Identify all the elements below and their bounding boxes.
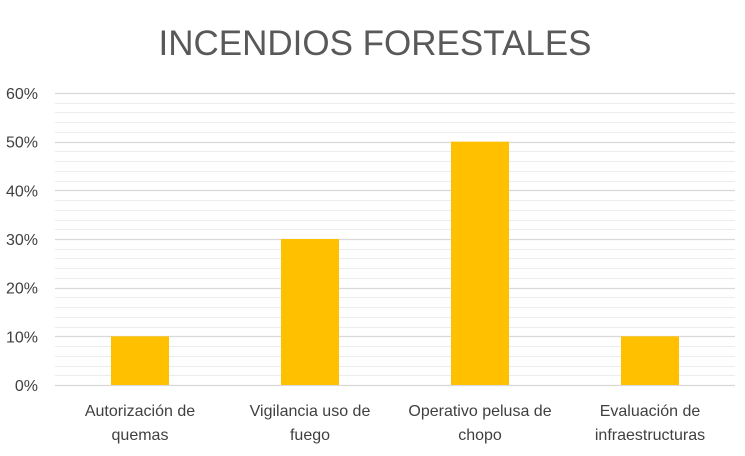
bar	[621, 336, 679, 385]
x-category-label: Operativo pelusa de	[408, 403, 551, 420]
x-category-label: chopo	[458, 427, 502, 444]
y-axis-ticks: 0% 10% 20% 30% 40% 50% 60%	[6, 86, 38, 395]
bars	[111, 141, 679, 385]
y-tick-label: 40%	[6, 183, 38, 200]
y-tick-label: 20%	[6, 281, 38, 298]
x-category-label: infraestructuras	[595, 427, 705, 444]
x-axis-categories: Autorización de quemas Vigilancia uso de fu…	[85, 403, 705, 444]
bar	[451, 141, 509, 385]
x-category-label: quemas	[112, 427, 169, 444]
x-category-label: Evaluación de	[600, 403, 701, 420]
x-category-label: Autorización de	[85, 403, 195, 420]
y-tick-label: 30%	[6, 232, 38, 249]
y-tick-label: 0%	[15, 378, 38, 395]
y-tick-label: 60%	[6, 86, 38, 103]
bar	[281, 239, 339, 385]
chart-title: INCENDIOS FORESTALES	[158, 24, 591, 63]
x-category-label: fuego	[290, 427, 330, 444]
bar	[111, 336, 169, 385]
y-tick-label: 50%	[6, 135, 38, 152]
y-tick-label: 10%	[6, 329, 38, 346]
x-category-label: Vigilancia uso de	[250, 403, 371, 420]
